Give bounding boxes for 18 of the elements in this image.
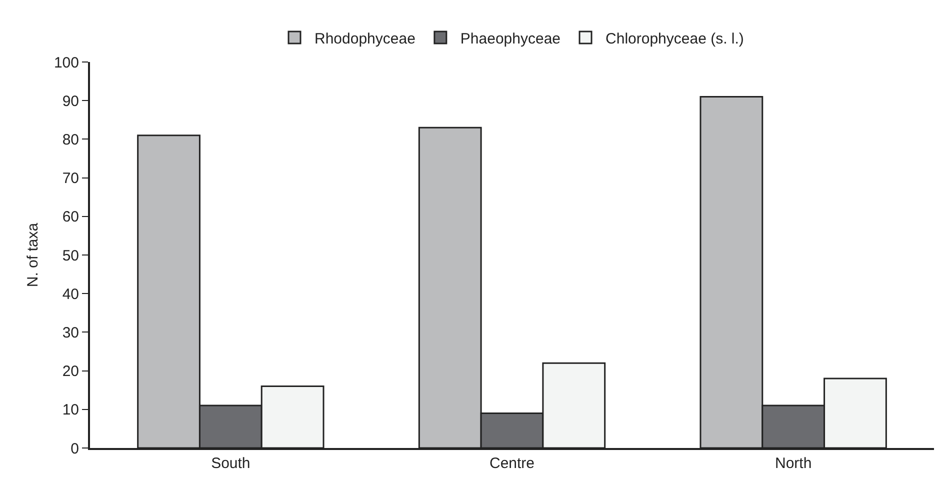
y-tick-label: 70 — [62, 170, 79, 188]
y-tick-label: 40 — [62, 286, 79, 303]
y-tick-label: 100 — [54, 54, 79, 72]
legend-label: Rhodophyceae — [314, 30, 416, 48]
y-tick-label: 80 — [62, 131, 79, 148]
legend-label: Phaeophyceae — [460, 30, 561, 48]
y-tick-label: 10 — [62, 402, 79, 419]
y-axis-title: N. of taxa — [24, 222, 42, 288]
y-tick-label: 0 — [70, 440, 79, 458]
y-tick-label: 20 — [62, 363, 79, 380]
legend-label: Chlorophyceae (s. l.) — [606, 30, 744, 48]
x-tick-label: North — [774, 455, 812, 472]
x-tick-label: South — [211, 455, 250, 472]
y-tick-label: 50 — [62, 247, 79, 264]
y-tick-label: 60 — [62, 208, 79, 226]
y-tick-label: 30 — [62, 324, 79, 342]
y-tick-label: 90 — [62, 92, 79, 110]
x-tick-label: Centre — [489, 455, 535, 472]
